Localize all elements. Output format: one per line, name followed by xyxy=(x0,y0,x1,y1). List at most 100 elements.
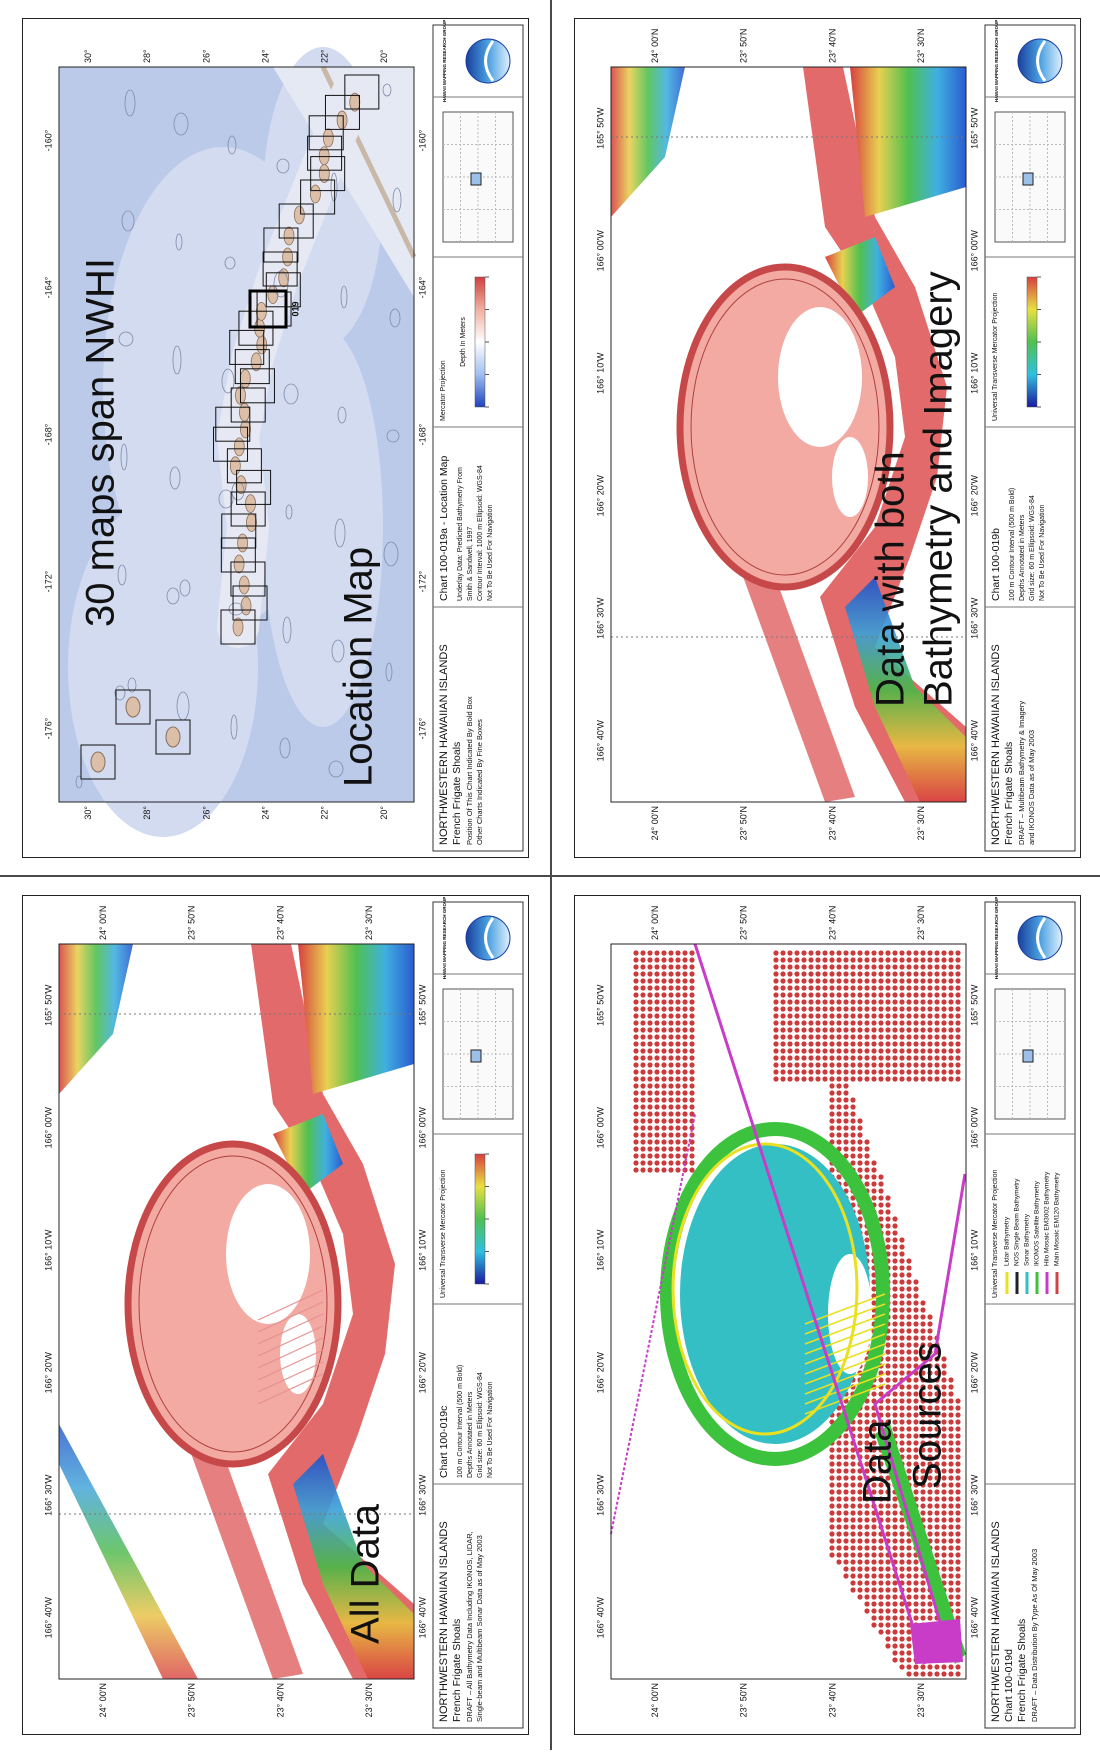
sonar-sounding xyxy=(885,1636,890,1641)
sonar-sounding xyxy=(787,971,792,976)
sonar-sounding xyxy=(850,964,855,969)
sonar-sounding xyxy=(780,950,785,955)
sonar-sounding xyxy=(955,1076,960,1081)
sonar-sounding xyxy=(654,1041,659,1046)
sonar-sounding xyxy=(885,950,890,955)
sonar-sounding xyxy=(913,950,918,955)
sonar-sounding xyxy=(913,964,918,969)
sonar-sounding xyxy=(857,992,862,997)
sonar-sounding xyxy=(899,1552,904,1557)
sonar-sounding xyxy=(948,1566,953,1571)
sonar-sounding xyxy=(640,957,645,962)
sonar-sounding xyxy=(843,1510,848,1515)
latitude-label: 23° 50'N xyxy=(739,29,749,63)
sonar-sounding xyxy=(843,999,848,1004)
sonar-sounding xyxy=(920,1069,925,1074)
sonar-sounding xyxy=(794,950,799,955)
sonar-sounding xyxy=(906,1293,911,1298)
sonar-sounding xyxy=(675,1090,680,1095)
sonar-sounding xyxy=(801,1048,806,1053)
sonar-sounding xyxy=(878,964,883,969)
sonar-sounding xyxy=(654,1160,659,1165)
sonar-sounding xyxy=(920,1307,925,1312)
sonar-sounding xyxy=(815,999,820,1004)
sonar-sounding xyxy=(843,978,848,983)
sonar-sounding xyxy=(927,1503,932,1508)
longitude-label: 166° 20'W xyxy=(595,1352,605,1394)
sonar-sounding xyxy=(906,1328,911,1333)
sonar-sounding xyxy=(836,1489,841,1494)
sonar-sounding xyxy=(836,1440,841,1445)
sonar-sounding xyxy=(689,1090,694,1095)
sonar-sounding xyxy=(675,1097,680,1102)
sonar-sounding xyxy=(920,1615,925,1620)
sonar-sounding xyxy=(906,1636,911,1641)
sonar-sounding xyxy=(934,964,939,969)
sonar-sounding xyxy=(920,1013,925,1018)
logo xyxy=(466,916,510,960)
sonar-sounding xyxy=(934,1531,939,1536)
sonar-sounding xyxy=(836,1475,841,1480)
sonar-sounding xyxy=(640,950,645,955)
sonar-sounding xyxy=(850,1503,855,1508)
sonar-sounding xyxy=(843,1489,848,1494)
sonar-sounding xyxy=(864,985,869,990)
sonar-sounding xyxy=(906,1279,911,1284)
sonar-sounding xyxy=(941,1069,946,1074)
sonar-sounding xyxy=(864,1013,869,1018)
sonar-sounding xyxy=(801,1034,806,1039)
sonar-sounding xyxy=(927,1489,932,1494)
sonar-sounding xyxy=(920,999,925,1004)
sonar-sounding xyxy=(934,999,939,1004)
sonar-sounding xyxy=(934,1062,939,1067)
sonar-sounding xyxy=(892,978,897,983)
sonar-sounding xyxy=(689,1069,694,1074)
rotated-chart: 166° 40'W166° 40'W166° 30'W166° 30'W166°… xyxy=(23,896,528,1734)
longitude-label: 166° 40'W xyxy=(595,1597,605,1639)
sonar-sounding xyxy=(892,1223,897,1228)
sonar-sounding xyxy=(633,1048,638,1053)
sonar-sounding xyxy=(941,1538,946,1543)
sonar-sounding xyxy=(829,1034,834,1039)
sonar-sounding xyxy=(948,957,953,962)
sonar-sounding xyxy=(654,1006,659,1011)
sonar-sounding xyxy=(829,992,834,997)
seamount-contour xyxy=(268,286,278,304)
sonar-sounding xyxy=(843,1496,848,1501)
sonar-sounding xyxy=(906,1580,911,1585)
sonar-sounding xyxy=(689,1160,694,1165)
logo-text: HAWAII MAPPING RESEARCH GROUP xyxy=(442,20,447,103)
hilo-patch xyxy=(910,1619,963,1664)
sonar-sounding xyxy=(857,1146,862,1151)
sonar-sounding xyxy=(864,1181,869,1186)
sonar-sounding xyxy=(850,1545,855,1550)
sonar-sounding xyxy=(850,1153,855,1158)
sonar-sounding xyxy=(948,1034,953,1039)
sonar-sounding xyxy=(689,1006,694,1011)
sonar-sounding xyxy=(892,1013,897,1018)
chart-note: Grid size: 60 m Ellipsoid: WGS-84 xyxy=(1029,495,1036,601)
sonar-sounding xyxy=(871,1552,876,1557)
sonar-sounding xyxy=(899,1048,904,1053)
sonar-sounding xyxy=(892,1601,897,1606)
sonar-sounding xyxy=(948,1069,953,1074)
sonar-sounding xyxy=(948,1671,953,1676)
sonar-sounding xyxy=(829,971,834,976)
sonar-sounding xyxy=(857,1153,862,1158)
sonar-sounding xyxy=(668,1013,673,1018)
sonar-sounding xyxy=(661,1055,666,1060)
sonar-sounding xyxy=(906,1650,911,1655)
sonar-sounding xyxy=(864,1538,869,1543)
sonar-sounding xyxy=(633,1083,638,1088)
sonar-sounding xyxy=(864,1076,869,1081)
sonar-sounding xyxy=(892,1272,897,1277)
sonar-sounding xyxy=(920,1314,925,1319)
sonar-sounding xyxy=(871,1013,876,1018)
sonar-sounding xyxy=(913,1328,918,1333)
sonar-sounding xyxy=(878,1209,883,1214)
sonar-sounding xyxy=(948,1055,953,1060)
sonar-sounding xyxy=(871,1174,876,1179)
sonar-sounding xyxy=(836,1496,841,1501)
sonar-sounding xyxy=(871,950,876,955)
sonar-sounding xyxy=(885,985,890,990)
